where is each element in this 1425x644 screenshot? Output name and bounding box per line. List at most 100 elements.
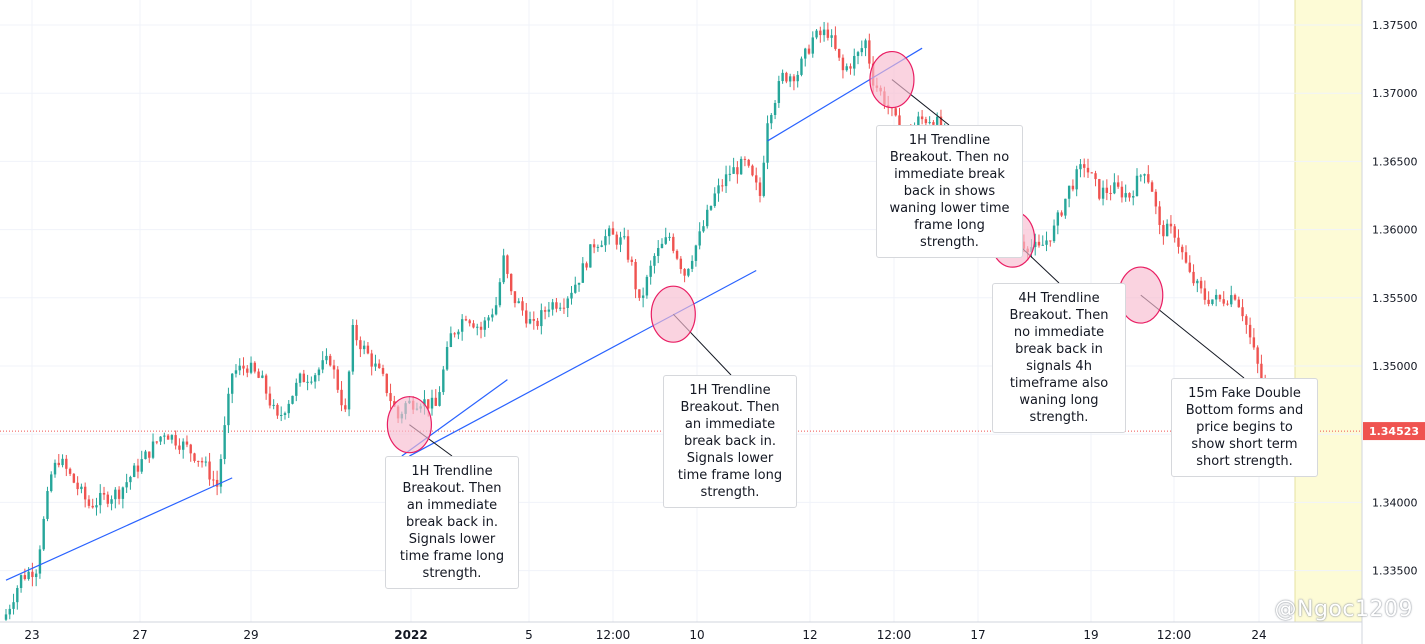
- candle-body: [543, 310, 547, 312]
- x-tick-label: 2022: [394, 628, 427, 642]
- candle-body: [1188, 262, 1191, 272]
- candle-body: [460, 319, 464, 332]
- candle-body: [849, 66, 852, 69]
- candle-body: [611, 228, 615, 235]
- candle-body: [1233, 295, 1237, 300]
- highlight-circle-1: [386, 396, 432, 454]
- candle-body: [155, 441, 158, 443]
- candle-body: [298, 373, 302, 383]
- x-tick-label: 12: [802, 628, 817, 642]
- candle-body: [80, 486, 83, 490]
- candle-body: [841, 57, 845, 71]
- candle-body: [227, 393, 230, 426]
- x-tick-label: 12:00: [877, 628, 912, 642]
- candle-body: [16, 587, 19, 603]
- candle-body: [200, 461, 204, 463]
- candle-body: [649, 265, 652, 277]
- candle-body: [1241, 307, 1244, 317]
- candle-body: [566, 298, 569, 308]
- candle-body: [1154, 191, 1158, 207]
- candle-body: [1199, 280, 1203, 289]
- annotation-4[interactable]: 4H Trendline Breakout. Then no immediate…: [992, 283, 1126, 433]
- candle-body: [144, 451, 147, 460]
- candle-body: [136, 465, 140, 472]
- author-watermark: @Ngoc1209: [1274, 597, 1413, 622]
- candle-body: [932, 122, 935, 125]
- candle-body: [837, 48, 841, 58]
- candle-body: [287, 403, 290, 414]
- candle-body: [129, 476, 132, 483]
- candle-body: [42, 518, 45, 550]
- candle-body: [61, 458, 64, 466]
- candle-body: [928, 122, 931, 124]
- candle-body: [170, 435, 174, 440]
- y-tick-label: 1.35500: [1372, 292, 1418, 305]
- candle-body: [657, 248, 660, 256]
- candle-body: [653, 255, 656, 266]
- candle-body: [675, 250, 679, 259]
- candle-body: [728, 173, 732, 175]
- candle-body: [509, 273, 513, 292]
- candle-body: [796, 74, 799, 82]
- candle-body: [868, 40, 871, 64]
- candle-body: [181, 441, 185, 450]
- candle-body: [159, 436, 162, 442]
- candle-body: [747, 159, 750, 166]
- candle-body: [487, 317, 490, 321]
- candle-body: [332, 365, 336, 370]
- candle-body: [457, 331, 460, 335]
- candle-body: [438, 392, 441, 406]
- x-tick-label: 24: [1251, 628, 1266, 642]
- candle-body: [253, 362, 257, 372]
- candle-body: [807, 48, 811, 54]
- candle-body: [1158, 206, 1161, 225]
- candle-body: [1139, 175, 1142, 177]
- candle-body: [1245, 316, 1248, 325]
- annotation-5[interactable]: 15m Fake Double Bottom forms and price b…: [1171, 378, 1318, 477]
- y-tick-label: 1.36000: [1372, 224, 1418, 237]
- candle-body: [1218, 294, 1222, 300]
- candle-body: [1252, 337, 1256, 348]
- candle-body: [385, 373, 388, 394]
- candle-body: [302, 373, 306, 383]
- candle-body: [1184, 252, 1188, 263]
- candle-body: [430, 397, 434, 409]
- y-tick-label: 1.37500: [1372, 19, 1418, 32]
- candle-body: [562, 307, 566, 309]
- annotation-1[interactable]: 1H Trendline Breakout. Then an immediate…: [385, 456, 519, 589]
- candle-body: [619, 237, 622, 245]
- candle-body: [65, 458, 68, 469]
- candle-body: [336, 369, 339, 390]
- candle-body: [1203, 288, 1207, 300]
- candle-body: [370, 353, 373, 367]
- candle-body: [721, 185, 724, 187]
- candle-body: [23, 575, 27, 580]
- candle-body: [38, 549, 42, 574]
- candle-body: [1165, 223, 1169, 237]
- candle-body: [132, 465, 136, 477]
- candle-body: [664, 237, 667, 244]
- candle-body: [630, 259, 634, 262]
- candle-body: [166, 435, 170, 440]
- annotation-2[interactable]: 1H Trendline Breakout. Then an immediate…: [663, 375, 797, 508]
- candle-body: [427, 399, 430, 409]
- x-tick-label: 19: [1083, 628, 1098, 642]
- last-price-badge: [1363, 422, 1425, 441]
- candle-body: [1181, 246, 1184, 253]
- candle-body: [1214, 294, 1218, 300]
- annotation-3[interactable]: 1H Trendline Breakout. Then no immediate…: [876, 125, 1023, 258]
- candle-body: [374, 363, 377, 367]
- x-tick-label: 12:00: [1157, 628, 1192, 642]
- x-tick-label: 5: [525, 628, 533, 642]
- candle-body: [57, 462, 60, 466]
- candle-body: [894, 108, 897, 116]
- candle-body: [672, 236, 675, 251]
- candle-body: [215, 479, 219, 487]
- candle-body: [1083, 164, 1086, 168]
- candle-body: [935, 116, 939, 125]
- candle-body: [1060, 212, 1063, 216]
- candle-body: [246, 368, 249, 373]
- candle-body: [804, 48, 807, 59]
- candle-body: [792, 76, 796, 82]
